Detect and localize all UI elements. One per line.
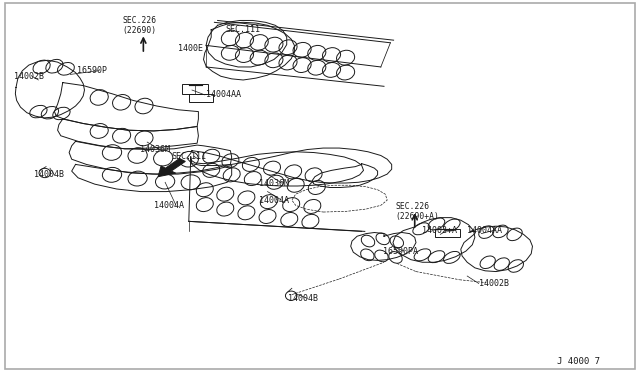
Text: 14004B: 14004B <box>34 170 64 179</box>
Text: 14036M: 14036M <box>140 145 170 154</box>
FancyArrow shape <box>158 158 186 177</box>
Text: (22690+A): (22690+A) <box>396 212 440 221</box>
Text: SEC.111: SEC.111 <box>225 25 260 34</box>
Text: SEC.226: SEC.226 <box>396 202 429 211</box>
Text: J 4000 7: J 4000 7 <box>557 357 600 366</box>
Text: 16590P: 16590P <box>77 66 107 75</box>
Text: 14004B: 14004B <box>288 294 318 303</box>
Text: 14004A: 14004A <box>259 196 289 205</box>
Text: 14004AA: 14004AA <box>467 226 502 235</box>
Text: SEC.226: SEC.226 <box>122 16 157 25</box>
Text: SEC.111: SEC.111 <box>172 152 207 161</box>
Text: 14004A: 14004A <box>154 201 184 210</box>
Text: 14002+A: 14002+A <box>422 226 458 235</box>
Text: 14004AA: 14004AA <box>206 90 241 99</box>
Text: 14002B: 14002B <box>479 279 509 288</box>
Text: 14002B: 14002B <box>14 72 44 81</box>
Text: 1400E: 1400E <box>178 44 203 53</box>
Text: (22690): (22690) <box>122 26 157 35</box>
Text: 16590PA: 16590PA <box>383 247 418 256</box>
Text: 14036M: 14036M <box>259 179 289 187</box>
